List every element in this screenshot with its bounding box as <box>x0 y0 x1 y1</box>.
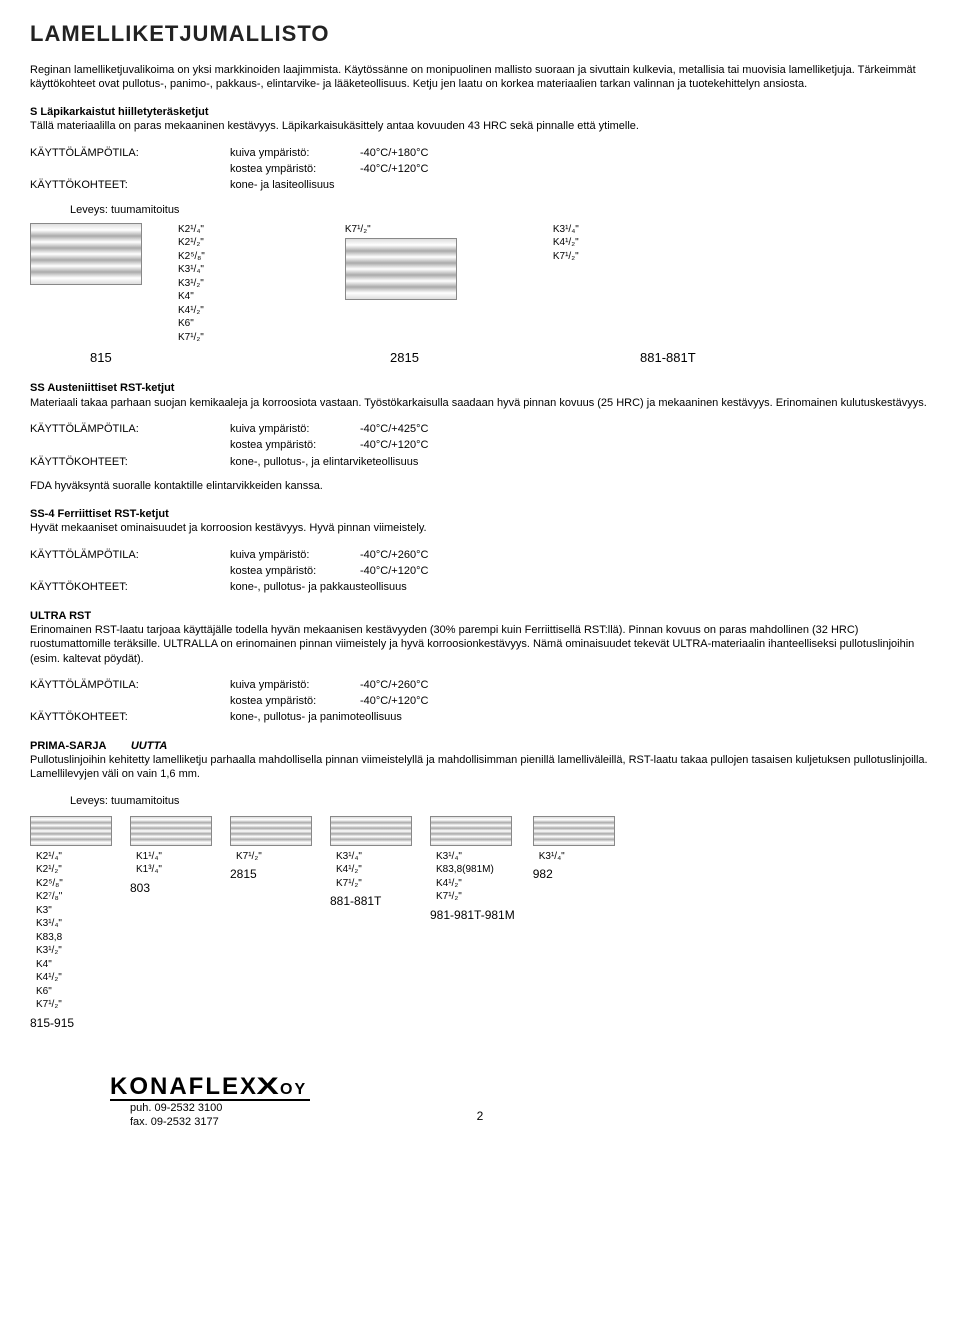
s-section-title: S Läpikarkaistut hiilletyteräsketjut <box>30 105 930 119</box>
chain1-code-3: 881-881T <box>640 350 740 367</box>
ultra-text: Erinomainen RST-laatu tarjoaa käyttäjäll… <box>30 623 930 666</box>
chain2-col: K2¹/₄"K2¹/₂"K2⁵/₈"K2⁷/₈"K3"K3¹/₄"K83,8K3… <box>30 816 112 1032</box>
ss-kuiva: -40°C/+425°C <box>360 422 428 436</box>
logo: KONAFLEXXOY <box>110 1071 310 1100</box>
chain-image <box>130 816 212 846</box>
label-kayttolampo-4: KÄYTTÖLÄMPÖTILA: <box>30 678 230 692</box>
chain-image <box>330 816 412 846</box>
chain2-code: 2815 <box>230 867 257 883</box>
chain-image-815 <box>30 223 142 285</box>
chain-image <box>230 816 312 846</box>
label-kuiva-3: kuiva ympäristö: <box>230 548 360 562</box>
label-kostea: kostea ympäristö: <box>230 162 360 176</box>
ultra-kostea: -40°C/+120°C <box>360 694 428 708</box>
s-kostea: -40°C/+120°C <box>360 162 428 176</box>
ss4-title: SS-4 Ferriittiset RST-ketjut <box>30 507 930 521</box>
chain-image-2815 <box>345 238 457 300</box>
leveys-label-2: Leveys: tuumamitoitus <box>70 794 930 808</box>
chain2-code: 881-881T <box>330 894 381 910</box>
chain2-col: K7¹/₂"2815 <box>230 816 312 883</box>
chain-image <box>533 816 615 846</box>
prima-uutta: UUTTA <box>131 740 167 752</box>
ss4-kohteet: kone-, pullotus- ja pakkausteollisuus <box>230 580 407 594</box>
footer-fax: fax. 09-2532 3177 <box>130 1115 219 1129</box>
ss-kohteet: kone-, pullotus-, ja elintarviketeollisu… <box>230 455 418 469</box>
ss4-kuiva: -40°C/+260°C <box>360 548 428 562</box>
chain1-col2-top: K7¹/₂" <box>345 223 457 236</box>
s-kuiva: -40°C/+180°C <box>360 146 428 160</box>
chain2-code: 982 <box>533 867 553 883</box>
chain1-col1-sizes: K2¹/₄"K2¹/₂"K2⁵/₈"K3¹/₄"K3¹/₂"K4"K4¹/₂"K… <box>178 223 205 345</box>
chain2-code: 803 <box>130 881 150 897</box>
label-kayttolampo-3: KÄYTTÖLÄMPÖTILA: <box>30 548 230 562</box>
chain2-col: K3¹/₄"K83,8(981M)K4¹/₂"K7¹/₂"981-981T-98… <box>430 816 515 924</box>
chain-image <box>30 816 112 846</box>
ultra-title: ULTRA RST <box>30 609 930 623</box>
label-kayttokohteet: KÄYTTÖKOHTEET: <box>30 178 230 192</box>
ss-text: Materiaali takaa parhaan suojan kemikaal… <box>30 396 930 410</box>
ss-title: SS Austeniittiset RST-ketjut <box>30 381 930 395</box>
chain2-code: 815-915 <box>30 1016 74 1032</box>
chain2-col: K3¹/₄"982 <box>533 816 615 883</box>
fda-text: FDA hyväksyntä suoralle kontaktille elin… <box>30 479 930 493</box>
chain2-col: K3¹/₄"K4¹/₂"K7¹/₂"881-881T <box>330 816 412 910</box>
prima-label: PRIMA-SARJA <box>30 740 106 752</box>
ss-kostea: -40°C/+120°C <box>360 438 428 452</box>
chain2-col: K1¹/₄"K1³/₄"803 <box>130 816 212 897</box>
label-kuiva-2: kuiva ympäristö: <box>230 422 360 436</box>
label-kostea-3: kostea ympäristö: <box>230 564 360 578</box>
label-kuiva: kuiva ympäristö: <box>230 146 360 160</box>
s-kohteet: kone- ja lasiteollisuus <box>230 178 335 192</box>
ss4-text: Hyvät mekaaniset ominaisuudet ja korroos… <box>30 521 930 535</box>
leveys-label-1: Leveys: tuumamitoitus <box>70 203 930 217</box>
label-kayttokohteet-4: KÄYTTÖKOHTEET: <box>30 710 230 724</box>
prima-text: Pullotuslinjoihin kehitetty lamelliketju… <box>30 754 928 780</box>
chain2-code: 981-981T-981M <box>430 908 515 924</box>
footer-phone: puh. 09-2532 3100 <box>130 1101 222 1115</box>
label-kuiva-4: kuiva ympäristö: <box>230 678 360 692</box>
label-kayttolampo: KÄYTTÖLÄMPÖTILA: <box>30 146 230 160</box>
label-kayttokohteet-3: KÄYTTÖKOHTEET: <box>30 580 230 594</box>
ultra-kohteet: kone-, pullotus- ja panimoteollisuus <box>230 710 402 724</box>
chain1-code-2: 2815 <box>390 350 490 367</box>
intro-paragraph: Reginan lamelliketjuvalikoima on yksi ma… <box>30 63 930 92</box>
chain1-code-1: 815 <box>90 350 190 367</box>
chain-image <box>430 816 512 846</box>
label-kayttolampo-2: KÄYTTÖLÄMPÖTILA: <box>30 422 230 436</box>
chain1-col3-sizes: K3¹/₄"K4¹/₂"K7¹/₂" <box>553 223 579 264</box>
label-kostea-2: kostea ympäristö: <box>230 438 360 452</box>
label-kayttokohteet-2: KÄYTTÖKOHTEET: <box>30 455 230 469</box>
s-section-text: Tällä materiaalilla on paras mekaaninen … <box>30 119 930 133</box>
page-title: LAMELLIKETJUMALLISTO <box>30 20 930 49</box>
ss4-kostea: -40°C/+120°C <box>360 564 428 578</box>
ultra-kuiva: -40°C/+260°C <box>360 678 428 692</box>
label-kostea-4: kostea ympäristö: <box>230 694 360 708</box>
